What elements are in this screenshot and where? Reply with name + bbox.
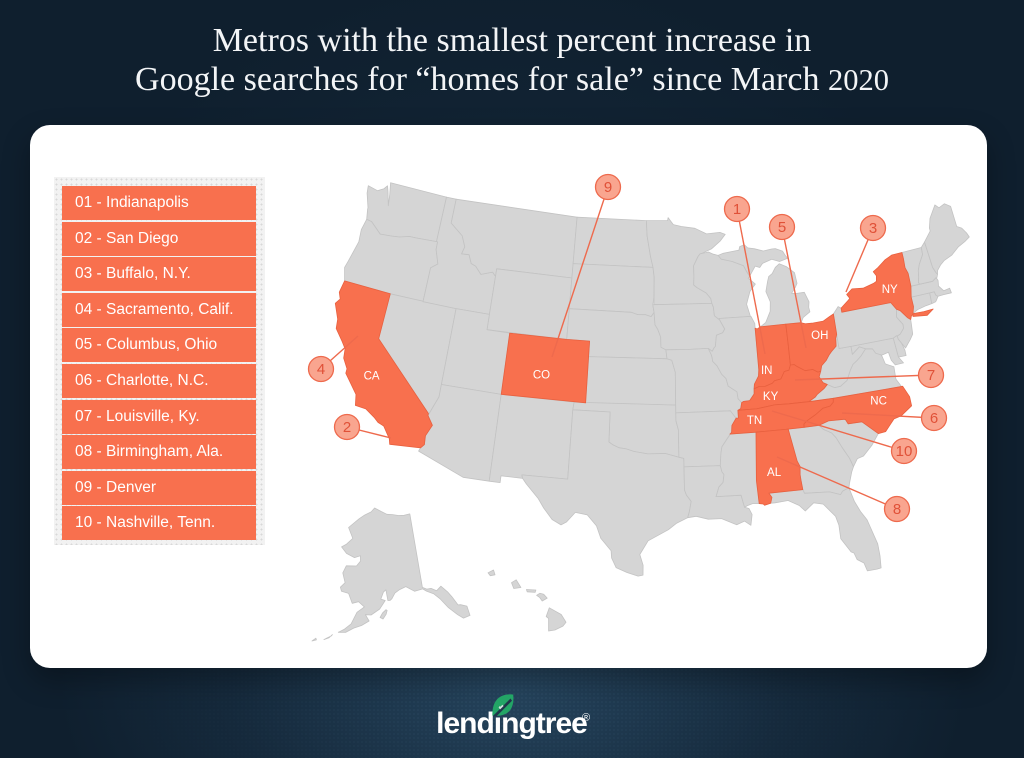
svg-text:1: 1	[733, 201, 741, 218]
svg-text:8: 8	[893, 501, 901, 518]
svg-text:CO: CO	[533, 370, 550, 382]
svg-text:lendingtree: lendingtree	[436, 707, 587, 740]
svg-text:10: 10	[896, 443, 913, 460]
svg-text:5: 5	[778, 219, 786, 236]
svg-text:TN: TN	[747, 415, 762, 427]
svg-text:3: 3	[869, 220, 877, 237]
svg-text:CA: CA	[364, 370, 380, 382]
svg-text:2: 2	[343, 419, 351, 436]
svg-text:KY: KY	[763, 391, 779, 403]
svg-text:AL: AL	[767, 467, 782, 479]
svg-text:IN: IN	[761, 365, 773, 377]
svg-text:NC: NC	[870, 395, 887, 407]
svg-text:®: ®	[582, 712, 590, 724]
svg-text:NY: NY	[882, 284, 898, 296]
svg-text:9: 9	[604, 179, 612, 196]
svg-text:7: 7	[927, 367, 935, 384]
svg-text:4: 4	[317, 361, 325, 378]
svg-text:6: 6	[930, 410, 938, 427]
svg-text:OH: OH	[811, 330, 828, 342]
